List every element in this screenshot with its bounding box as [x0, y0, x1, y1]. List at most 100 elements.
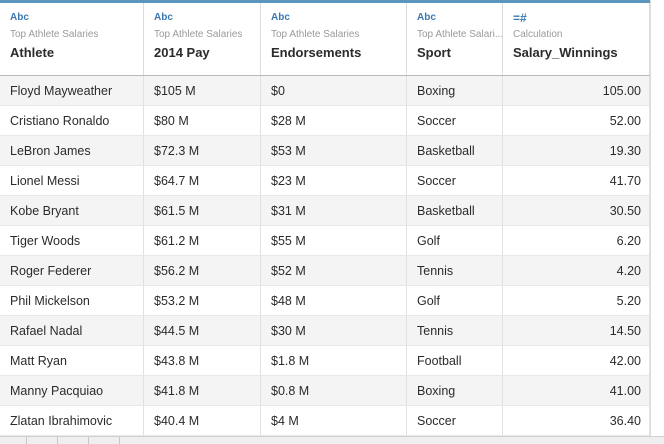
cell-sport[interactable]: Boxing [407, 376, 503, 406]
cell-2014-pay[interactable]: $41.8 M [144, 376, 261, 406]
cell-2014-pay[interactable]: $72.3 M [144, 136, 261, 166]
cell-2014-pay[interactable]: $64.7 M [144, 166, 261, 196]
column-source: Top Athlete Salaries [154, 29, 243, 40]
cell-salary-winnings[interactable]: 41.70 [503, 166, 650, 196]
cell-athlete[interactable]: Floyd Mayweather [0, 76, 144, 106]
cell-salary-winnings[interactable]: 14.50 [503, 316, 650, 346]
data-grid: Abc Top Athlete Salaries Athlete Abc Top… [0, 0, 650, 436]
column-source: Top Athlete Salaries [10, 29, 99, 40]
cell-athlete[interactable]: Manny Pacquiao [0, 376, 144, 406]
cell-endorsements[interactable]: $23 M [261, 166, 407, 196]
cell-athlete[interactable]: Tiger Woods [0, 226, 144, 256]
cell-2014-pay[interactable]: $61.2 M [144, 226, 261, 256]
column-name: Salary_Winnings [513, 45, 618, 60]
scrollbar-segment [58, 437, 89, 444]
cell-salary-winnings[interactable]: 41.00 [503, 376, 650, 406]
cell-sport[interactable]: Basketball [407, 196, 503, 226]
string-type-icon[interactable]: Abc [10, 12, 29, 23]
cell-sport[interactable]: Golf [407, 226, 503, 256]
table-row[interactable]: LeBron James $72.3 M $53 M Basketball 19.30 [0, 136, 650, 166]
cell-2014-pay[interactable]: $61.5 M [144, 196, 261, 226]
column-source: Calculation [513, 29, 563, 40]
table-row[interactable]: Kobe Bryant $61.5 M $31 M Basketball 30.50 [0, 196, 650, 226]
cell-athlete[interactable]: Matt Ryan [0, 346, 144, 376]
cell-salary-winnings[interactable]: 36.40 [503, 406, 650, 436]
cell-sport[interactable]: Tennis [407, 316, 503, 346]
table-row[interactable]: Phil Mickelson $53.2 M $48 M Golf 5.20 [0, 286, 650, 316]
cell-athlete[interactable]: Zlatan Ibrahimovic [0, 406, 144, 436]
vertical-scrollbar[interactable] [650, 0, 664, 444]
column-name: Endorsements [271, 45, 362, 60]
column-source: Top Athlete Salaries [271, 29, 360, 40]
cell-sport[interactable]: Basketball [407, 136, 503, 166]
cell-athlete[interactable]: Phil Mickelson [0, 286, 144, 316]
table-row[interactable]: Matt Ryan $43.8 M $1.8 M Football 42.00 [0, 346, 650, 376]
cell-2014-pay[interactable]: $105 M [144, 76, 261, 106]
cell-2014-pay[interactable]: $40.4 M [144, 406, 261, 436]
table-row[interactable]: Lionel Messi $64.7 M $23 M Soccer 41.70 [0, 166, 650, 196]
cell-athlete[interactable]: Roger Federer [0, 256, 144, 286]
cell-athlete[interactable]: LeBron James [0, 136, 144, 166]
cell-endorsements[interactable]: $28 M [261, 106, 407, 136]
cell-athlete[interactable]: Lionel Messi [0, 166, 144, 196]
column-header-endorsements[interactable]: Abc Top Athlete Salaries Endorsements [261, 3, 407, 75]
table-row[interactable]: Rafael Nadal $44.5 M $30 M Tennis 14.50 [0, 316, 650, 346]
cell-2014-pay[interactable]: $44.5 M [144, 316, 261, 346]
column-source: Top Athlete Salari... [417, 29, 502, 40]
cell-salary-winnings[interactable]: 4.20 [503, 256, 650, 286]
cell-sport[interactable]: Tennis [407, 256, 503, 286]
string-type-icon[interactable]: Abc [417, 12, 436, 23]
cell-endorsements[interactable]: $31 M [261, 196, 407, 226]
cell-2014-pay[interactable]: $43.8 M [144, 346, 261, 376]
cell-endorsements[interactable]: $53 M [261, 136, 407, 166]
cell-2014-pay[interactable]: $56.2 M [144, 256, 261, 286]
grid-body: Floyd Mayweather $105 M $0 Boxing 105.00 Cris… [0, 76, 650, 436]
column-header-salary-winnings[interactable]: =# Calculation Salary_Winnings [503, 3, 650, 75]
cell-endorsements[interactable]: $30 M [261, 316, 407, 346]
cell-endorsements[interactable]: $48 M [261, 286, 407, 316]
cell-athlete[interactable]: Rafael Nadal [0, 316, 144, 346]
table-row[interactable]: Roger Federer $56.2 M $52 M Tennis 4.20 [0, 256, 650, 286]
cell-sport[interactable]: Soccer [407, 406, 503, 436]
cell-salary-winnings[interactable]: 6.20 [503, 226, 650, 256]
cell-athlete[interactable]: Kobe Bryant [0, 196, 144, 226]
column-header-sport[interactable]: Abc Top Athlete Salari... Sport [407, 3, 503, 75]
string-type-icon[interactable]: Abc [271, 12, 290, 23]
cell-sport[interactable]: Football [407, 346, 503, 376]
column-name: Sport [417, 45, 451, 60]
cell-salary-winnings[interactable]: 30.50 [503, 196, 650, 226]
cell-sport[interactable]: Golf [407, 286, 503, 316]
table-row[interactable]: Tiger Woods $61.2 M $55 M Golf 6.20 [0, 226, 650, 256]
scrollbar-segment [89, 437, 120, 444]
string-type-icon[interactable]: Abc [154, 12, 173, 23]
cell-endorsements[interactable]: $0 [261, 76, 407, 106]
table-row[interactable]: Floyd Mayweather $105 M $0 Boxing 105.00 [0, 76, 650, 106]
column-name: 2014 Pay [154, 45, 210, 60]
cell-sport[interactable]: Boxing [407, 76, 503, 106]
cell-salary-winnings[interactable]: 19.30 [503, 136, 650, 166]
cell-2014-pay[interactable]: $53.2 M [144, 286, 261, 316]
cell-2014-pay[interactable]: $80 M [144, 106, 261, 136]
cell-endorsements[interactable]: $1.8 M [261, 346, 407, 376]
cell-sport[interactable]: Soccer [407, 106, 503, 136]
cell-sport[interactable]: Soccer [407, 166, 503, 196]
cell-salary-winnings[interactable]: 52.00 [503, 106, 650, 136]
table-row[interactable]: Manny Pacquiao $41.8 M $0.8 M Boxing 41.00 [0, 376, 650, 406]
horizontal-scrollbar[interactable] [0, 436, 664, 444]
cell-endorsements[interactable]: $4 M [261, 406, 407, 436]
calculation-type-icon[interactable]: =# [513, 11, 527, 25]
cell-endorsements[interactable]: $55 M [261, 226, 407, 256]
column-name: Athlete [10, 45, 55, 60]
table-row[interactable]: Zlatan Ibrahimovic $40.4 M $4 M Soccer 36.40 [0, 406, 650, 436]
cell-endorsements[interactable]: $52 M [261, 256, 407, 286]
column-header-athlete[interactable]: Abc Top Athlete Salaries Athlete [0, 3, 144, 75]
column-header-2014-pay[interactable]: Abc Top Athlete Salaries 2014 Pay [144, 3, 261, 75]
cell-salary-winnings[interactable]: 5.20 [503, 286, 650, 316]
scrollbar-segment [0, 437, 27, 444]
cell-salary-winnings[interactable]: 42.00 [503, 346, 650, 376]
table-row[interactable]: Cristiano Ronaldo $80 M $28 M Soccer 52.00 [0, 106, 650, 136]
cell-athlete[interactable]: Cristiano Ronaldo [0, 106, 144, 136]
cell-salary-winnings[interactable]: 105.00 [503, 76, 650, 106]
cell-endorsements[interactable]: $0.8 M [261, 376, 407, 406]
scrollbar-segment [27, 437, 58, 444]
